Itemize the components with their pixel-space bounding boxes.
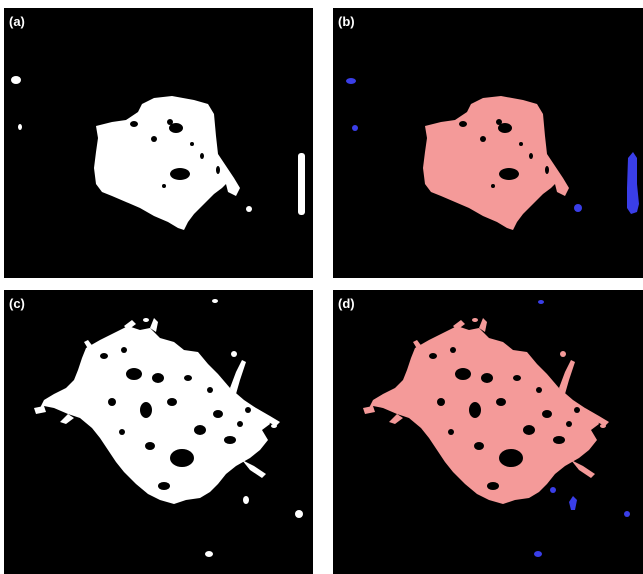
small-blob [18,124,22,130]
panel-d-labeled-regions: (d) [333,290,643,574]
panel-c-label: (c) [9,296,25,311]
small-region-blue [569,496,577,510]
panel-c-image [34,299,303,557]
small-region-blue [538,300,544,304]
panel-d-image [363,300,630,557]
panel-a-label: (a) [9,14,25,29]
small-region-blue [534,551,542,557]
small-blob [11,76,21,84]
small-region-blue [550,487,556,493]
small-region-blue [624,511,630,517]
panel-a-image [11,76,305,230]
panel-a-binary-mask: (a) [4,8,313,278]
small-region-blue [346,78,356,84]
small-blob [246,206,252,212]
panel-d-label: (d) [338,296,355,311]
small-region-blue [352,125,358,131]
vertical-streak-blob [298,153,305,215]
panel-c-binary-mask: (c) [4,290,313,574]
main-region-pink [367,326,599,504]
main-object-blob [94,96,240,230]
streak-region-blue [627,152,639,214]
main-object-blob [38,326,270,504]
small-region-blue [574,204,582,212]
main-region-pink [423,96,569,230]
panel-b-label: (b) [338,14,355,29]
panel-b-labeled-regions: (b) [333,8,643,278]
panel-b-image [346,78,639,230]
